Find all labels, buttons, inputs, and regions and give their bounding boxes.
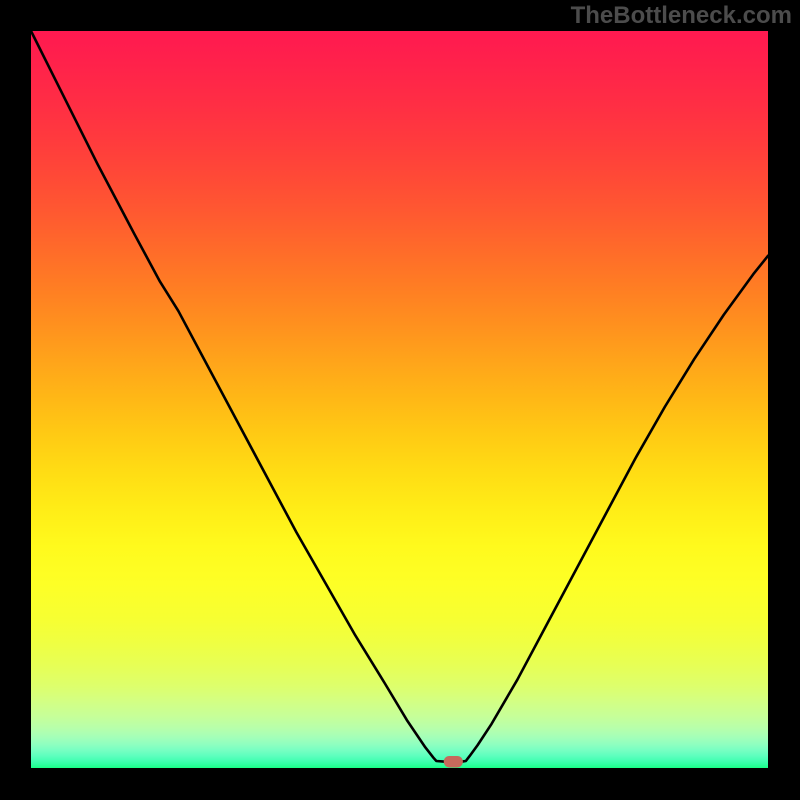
chart-svg: [0, 0, 800, 800]
optimal-marker: [444, 756, 463, 767]
bottleneck-chart: TheBottleneck.com: [0, 0, 800, 800]
watermark-text: TheBottleneck.com: [571, 2, 792, 30]
gradient-background: [31, 31, 768, 768]
